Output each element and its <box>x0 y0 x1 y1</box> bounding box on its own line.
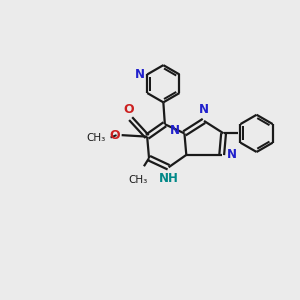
Text: NH: NH <box>159 172 178 185</box>
Text: CH₃: CH₃ <box>128 175 148 184</box>
Text: N: N <box>199 103 209 116</box>
Text: N: N <box>227 148 237 161</box>
Text: O: O <box>109 129 120 142</box>
Text: CH₃: CH₃ <box>87 133 106 143</box>
Text: N: N <box>135 68 145 81</box>
Text: O: O <box>124 103 134 116</box>
Text: N: N <box>170 124 180 137</box>
